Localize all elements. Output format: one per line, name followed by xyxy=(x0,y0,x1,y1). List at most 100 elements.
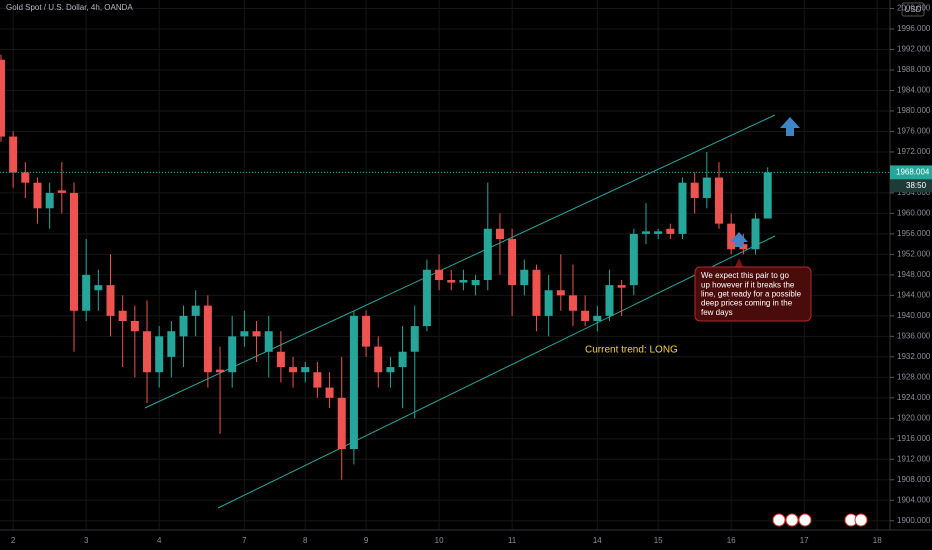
x-tick-label: 11 xyxy=(508,536,517,545)
candle-body xyxy=(349,315,358,450)
candle-body xyxy=(715,177,724,224)
candle-body xyxy=(702,177,711,199)
countdown-label: 38:50 xyxy=(906,181,927,190)
annotation-text: up however if it breaks the xyxy=(701,280,795,289)
candle-body xyxy=(435,269,444,281)
candle-body xyxy=(459,280,468,283)
candle-body xyxy=(508,239,517,286)
y-tick-label: 1972.000 xyxy=(897,147,931,156)
candle-body xyxy=(9,136,18,173)
chart-title: Gold Spot / U.S. Dollar, 4h, OANDA xyxy=(6,3,133,12)
y-tick-label: 1940.000 xyxy=(897,311,931,320)
candle-body xyxy=(313,372,322,388)
candle-body xyxy=(763,172,772,219)
candle-body xyxy=(21,172,30,183)
candle-body xyxy=(532,269,541,316)
candle-body xyxy=(374,346,383,373)
y-tick-label: 1900.000 xyxy=(897,516,931,525)
event-icon[interactable] xyxy=(854,513,868,527)
last-price-box xyxy=(890,165,932,180)
candle-body xyxy=(264,331,273,352)
x-tick-label: 8 xyxy=(303,536,308,545)
x-tick-label: 4 xyxy=(157,536,162,545)
event-icon[interactable] xyxy=(798,513,812,527)
candle-body xyxy=(422,269,431,327)
candle-body xyxy=(520,269,529,286)
channel-lower xyxy=(217,235,776,509)
x-tick-label: 16 xyxy=(727,536,736,545)
candle-body xyxy=(751,218,760,250)
x-tick-label: 14 xyxy=(593,536,602,545)
candle-body xyxy=(325,387,334,398)
countdown-box xyxy=(890,179,932,193)
arrow-up xyxy=(730,232,748,247)
last-price-label: 1968.004 xyxy=(896,168,930,177)
candle-body xyxy=(228,336,237,373)
x-tick-label: 3 xyxy=(84,536,89,545)
candle-body xyxy=(45,192,54,209)
candle-body xyxy=(301,367,310,373)
currency-box xyxy=(901,2,925,17)
event-icon[interactable] xyxy=(772,513,786,527)
candle-body xyxy=(252,331,261,337)
y-tick-label: 1960.000 xyxy=(897,209,931,218)
candle-body xyxy=(240,331,249,337)
candle-body xyxy=(678,182,687,234)
candle-body xyxy=(386,367,395,373)
y-tick-label: 1956.000 xyxy=(897,229,931,238)
y-tick-label: 1924.000 xyxy=(897,393,931,402)
x-tick-label: 2 xyxy=(11,536,16,545)
y-tick-label: 1936.000 xyxy=(897,331,931,340)
y-tick-label: 1992.000 xyxy=(897,45,931,54)
candle-body xyxy=(118,310,127,321)
candle-body xyxy=(143,331,152,373)
candle-body xyxy=(289,367,298,373)
candle-body xyxy=(556,290,565,296)
candle-body xyxy=(33,182,42,209)
candle-body xyxy=(130,320,139,332)
y-tick-label: 1944.000 xyxy=(897,290,931,299)
y-tick-label: 2000.000 xyxy=(897,4,931,13)
candle-body xyxy=(203,305,212,373)
candle-body xyxy=(0,59,5,137)
y-tick-label: 1980.000 xyxy=(897,106,931,115)
candle-body xyxy=(337,397,346,450)
candle-body xyxy=(57,190,66,193)
y-tick-label: 1964.000 xyxy=(897,188,931,197)
candle-body xyxy=(617,285,626,288)
y-tick-label: 1912.000 xyxy=(897,454,931,463)
candle-body xyxy=(629,233,638,286)
y-tick-label: 1928.000 xyxy=(897,372,931,381)
candle-body xyxy=(666,228,675,234)
y-tick-label: 1904.000 xyxy=(897,495,931,504)
y-tick-label: 1984.000 xyxy=(897,86,931,95)
x-tick-label: 9 xyxy=(364,536,369,545)
candle-body xyxy=(94,285,103,291)
y-tick-label: 1996.000 xyxy=(897,24,931,33)
candle-body xyxy=(471,280,480,286)
y-tick-label: 1952.000 xyxy=(897,250,931,259)
candle-body xyxy=(581,310,590,321)
annotation-text: few days xyxy=(701,308,733,317)
candle-body xyxy=(179,315,188,337)
candle-body xyxy=(69,192,78,311)
y-tick-label: 1908.000 xyxy=(897,475,931,484)
channel-upper xyxy=(144,114,776,409)
x-tick-label: 17 xyxy=(800,536,809,545)
y-tick-label: 1932.000 xyxy=(897,352,931,361)
annotation-text: We expect this pair to go xyxy=(701,271,789,280)
candle-body xyxy=(447,280,456,283)
candle-body xyxy=(362,315,371,347)
candle-body xyxy=(641,231,650,234)
candle-body xyxy=(654,231,663,234)
candle-body xyxy=(690,182,699,199)
callout-pointer xyxy=(735,258,743,267)
event-icon[interactable] xyxy=(785,513,799,527)
candle-body xyxy=(106,285,115,316)
x-tick-label: 15 xyxy=(654,536,663,545)
annotation-text: deep prices coming in the xyxy=(701,299,793,308)
candle-body xyxy=(167,331,176,357)
candle-body xyxy=(155,336,164,373)
annotation-box xyxy=(694,266,812,322)
candle-body xyxy=(605,285,614,316)
